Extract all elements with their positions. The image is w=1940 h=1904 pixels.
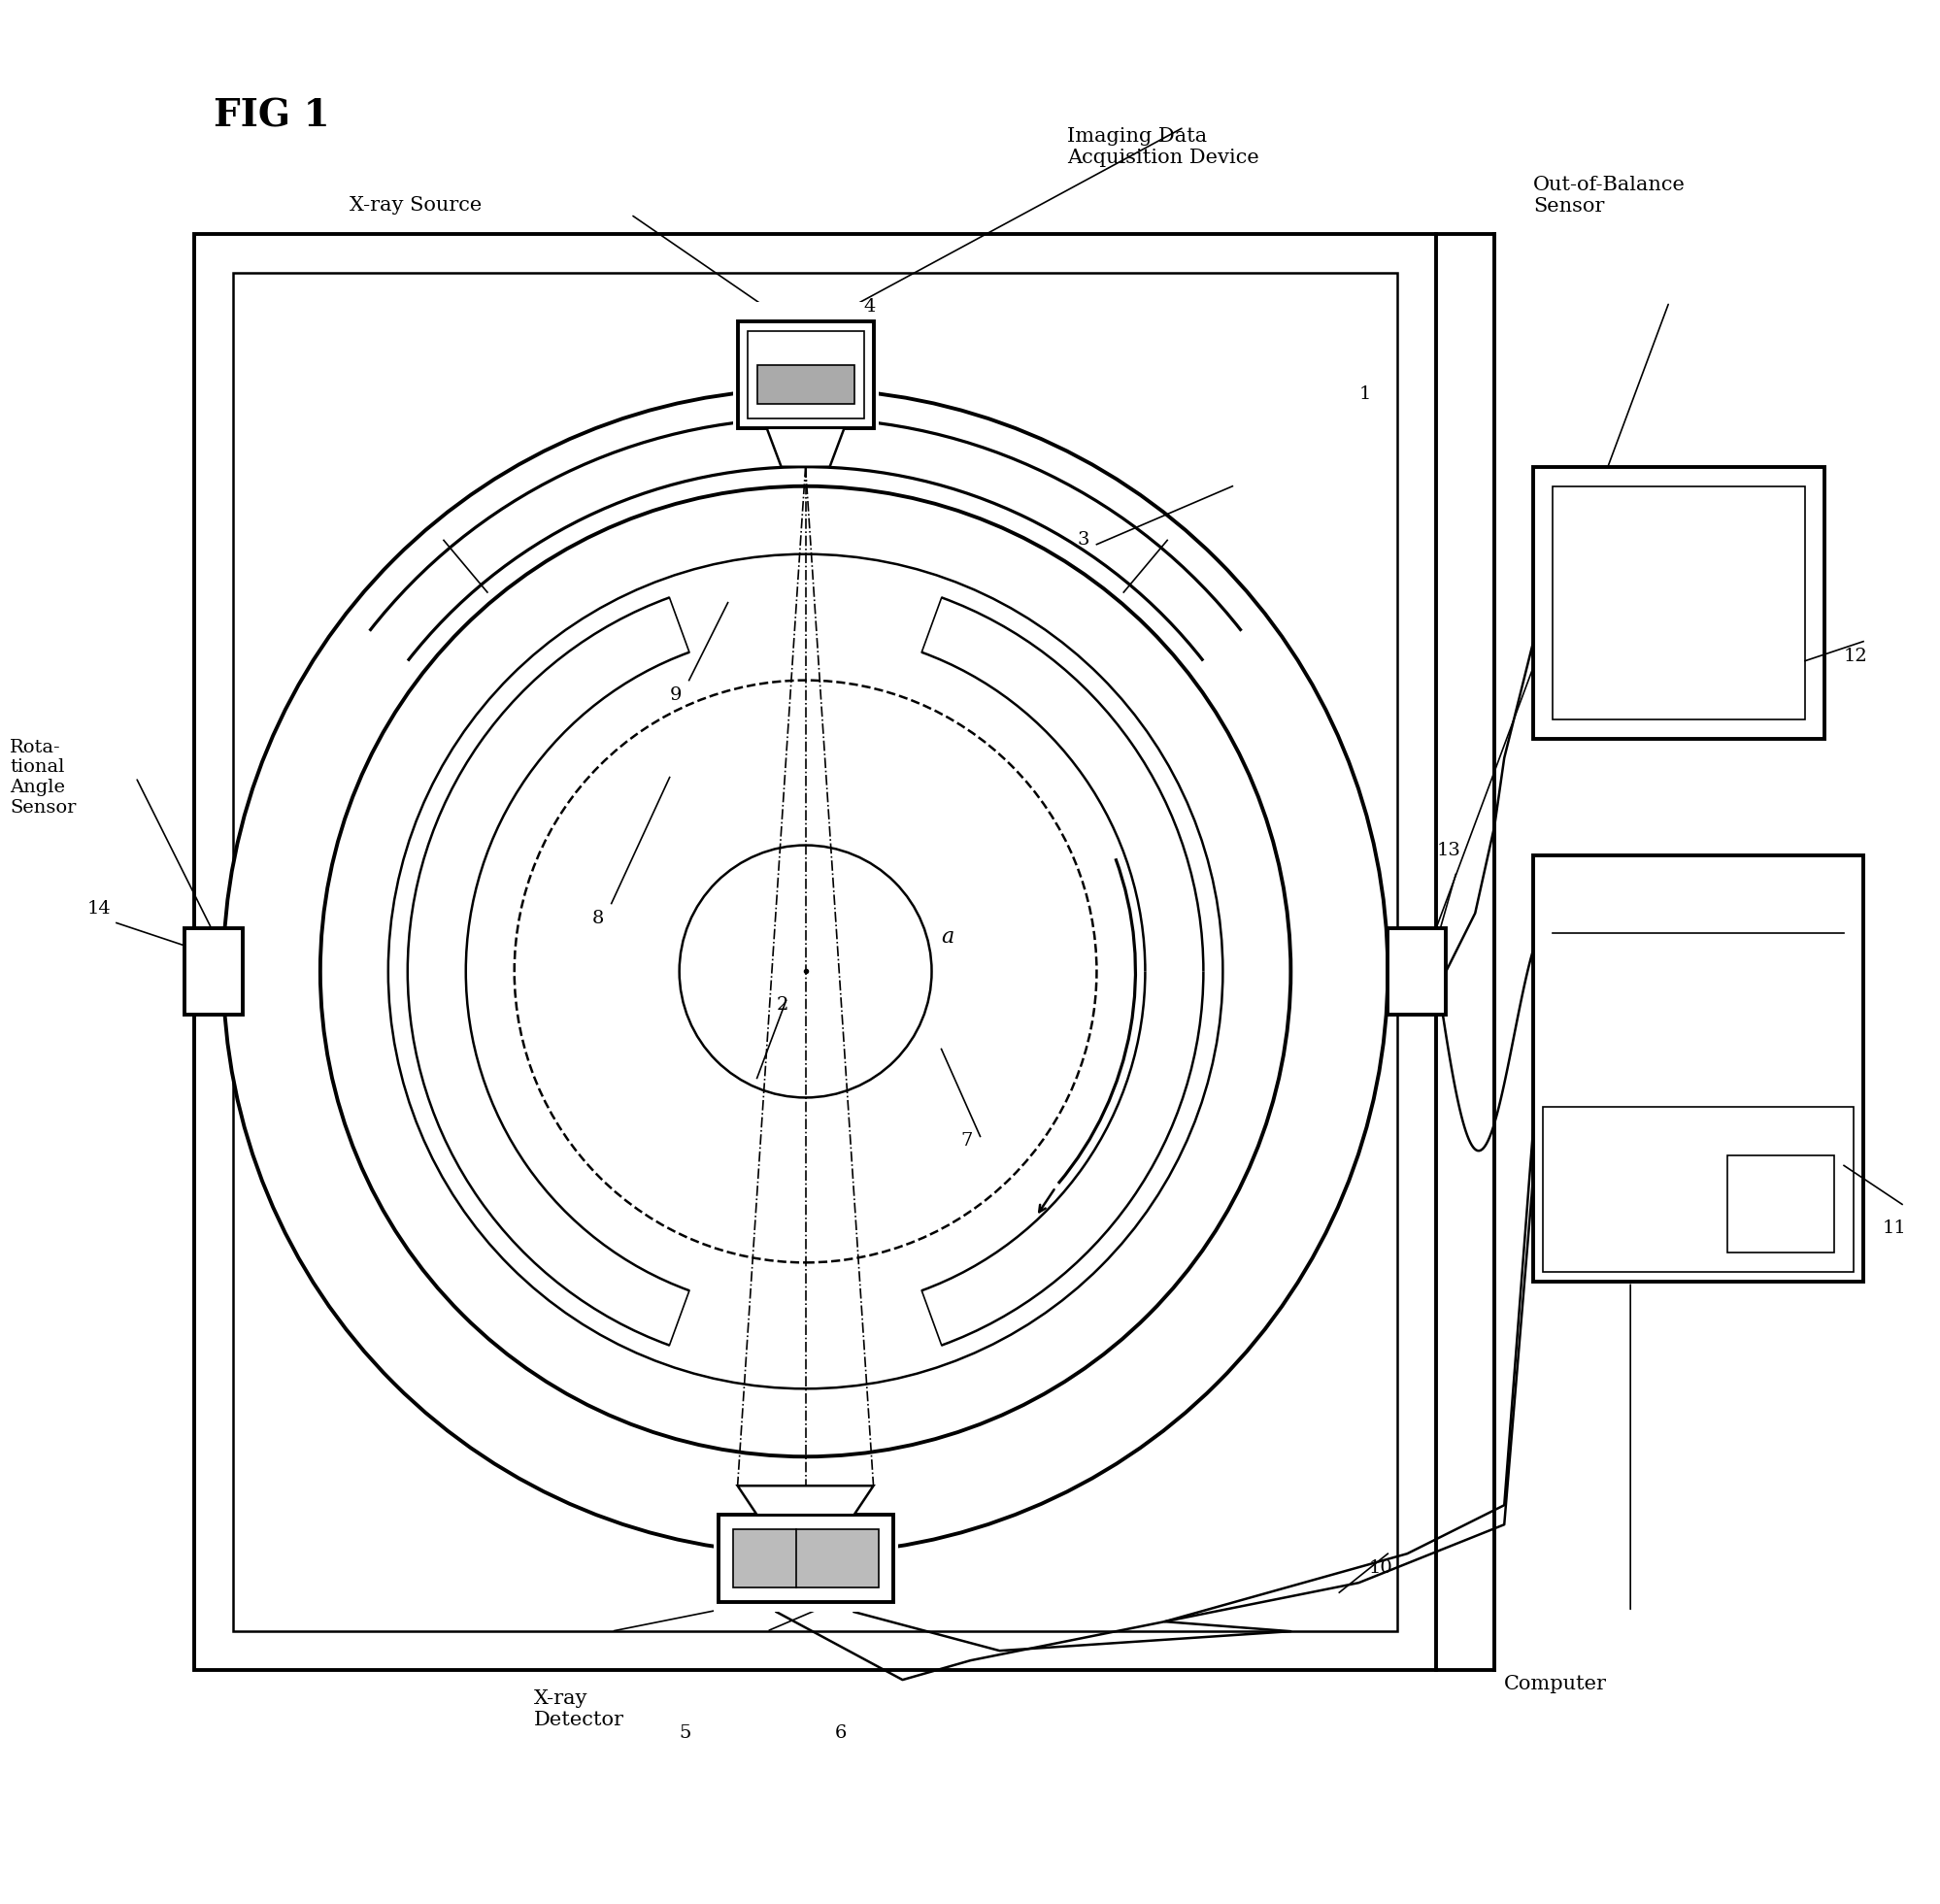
- Bar: [184, 927, 242, 1015]
- Text: Imaging Data
Acquisition Device: Imaging Data Acquisition Device: [1067, 128, 1259, 168]
- Text: 11: 11: [1882, 1220, 1905, 1238]
- Bar: [714, 1485, 896, 1613]
- Text: 7: 7: [960, 1133, 972, 1150]
- Bar: [1533, 466, 1824, 739]
- Bar: [733, 1529, 877, 1588]
- Bar: [1387, 927, 1445, 1015]
- Text: 6: 6: [834, 1725, 846, 1742]
- Bar: [1727, 1156, 1833, 1253]
- Text: X-ray
Detector: X-ray Detector: [534, 1689, 625, 1729]
- Text: a: a: [941, 925, 954, 946]
- Text: 2: 2: [776, 996, 788, 1015]
- Text: Computer: Computer: [1504, 1676, 1606, 1693]
- Text: 9: 9: [669, 685, 681, 704]
- Bar: [718, 1516, 892, 1601]
- Text: Out-of-Balance
Sensor: Out-of-Balance Sensor: [1533, 175, 1684, 215]
- Polygon shape: [737, 1485, 873, 1516]
- Bar: [1533, 855, 1862, 1281]
- Text: 1: 1: [1358, 385, 1370, 404]
- Text: FIG 1: FIG 1: [213, 97, 330, 135]
- Circle shape: [388, 554, 1222, 1388]
- Text: 4: 4: [863, 297, 875, 316]
- Text: Rota-
tional
Angle
Sensor: Rota- tional Angle Sensor: [10, 739, 76, 817]
- Text: 13: 13: [1436, 842, 1459, 859]
- Text: 5: 5: [679, 1725, 691, 1742]
- Circle shape: [223, 388, 1387, 1554]
- Bar: [1542, 1108, 1853, 1272]
- Text: 3: 3: [1077, 531, 1088, 548]
- Text: 12: 12: [1843, 647, 1866, 664]
- Circle shape: [320, 486, 1290, 1457]
- Text: X-ray Source: X-ray Source: [349, 196, 481, 215]
- Text: 8: 8: [592, 910, 603, 927]
- Bar: [733, 303, 877, 447]
- Bar: [757, 366, 854, 404]
- Bar: [747, 331, 863, 419]
- Text: 10: 10: [1368, 1559, 1391, 1577]
- Bar: [737, 322, 873, 428]
- Bar: [1552, 486, 1804, 720]
- Polygon shape: [766, 428, 844, 466]
- Text: 14: 14: [87, 899, 111, 918]
